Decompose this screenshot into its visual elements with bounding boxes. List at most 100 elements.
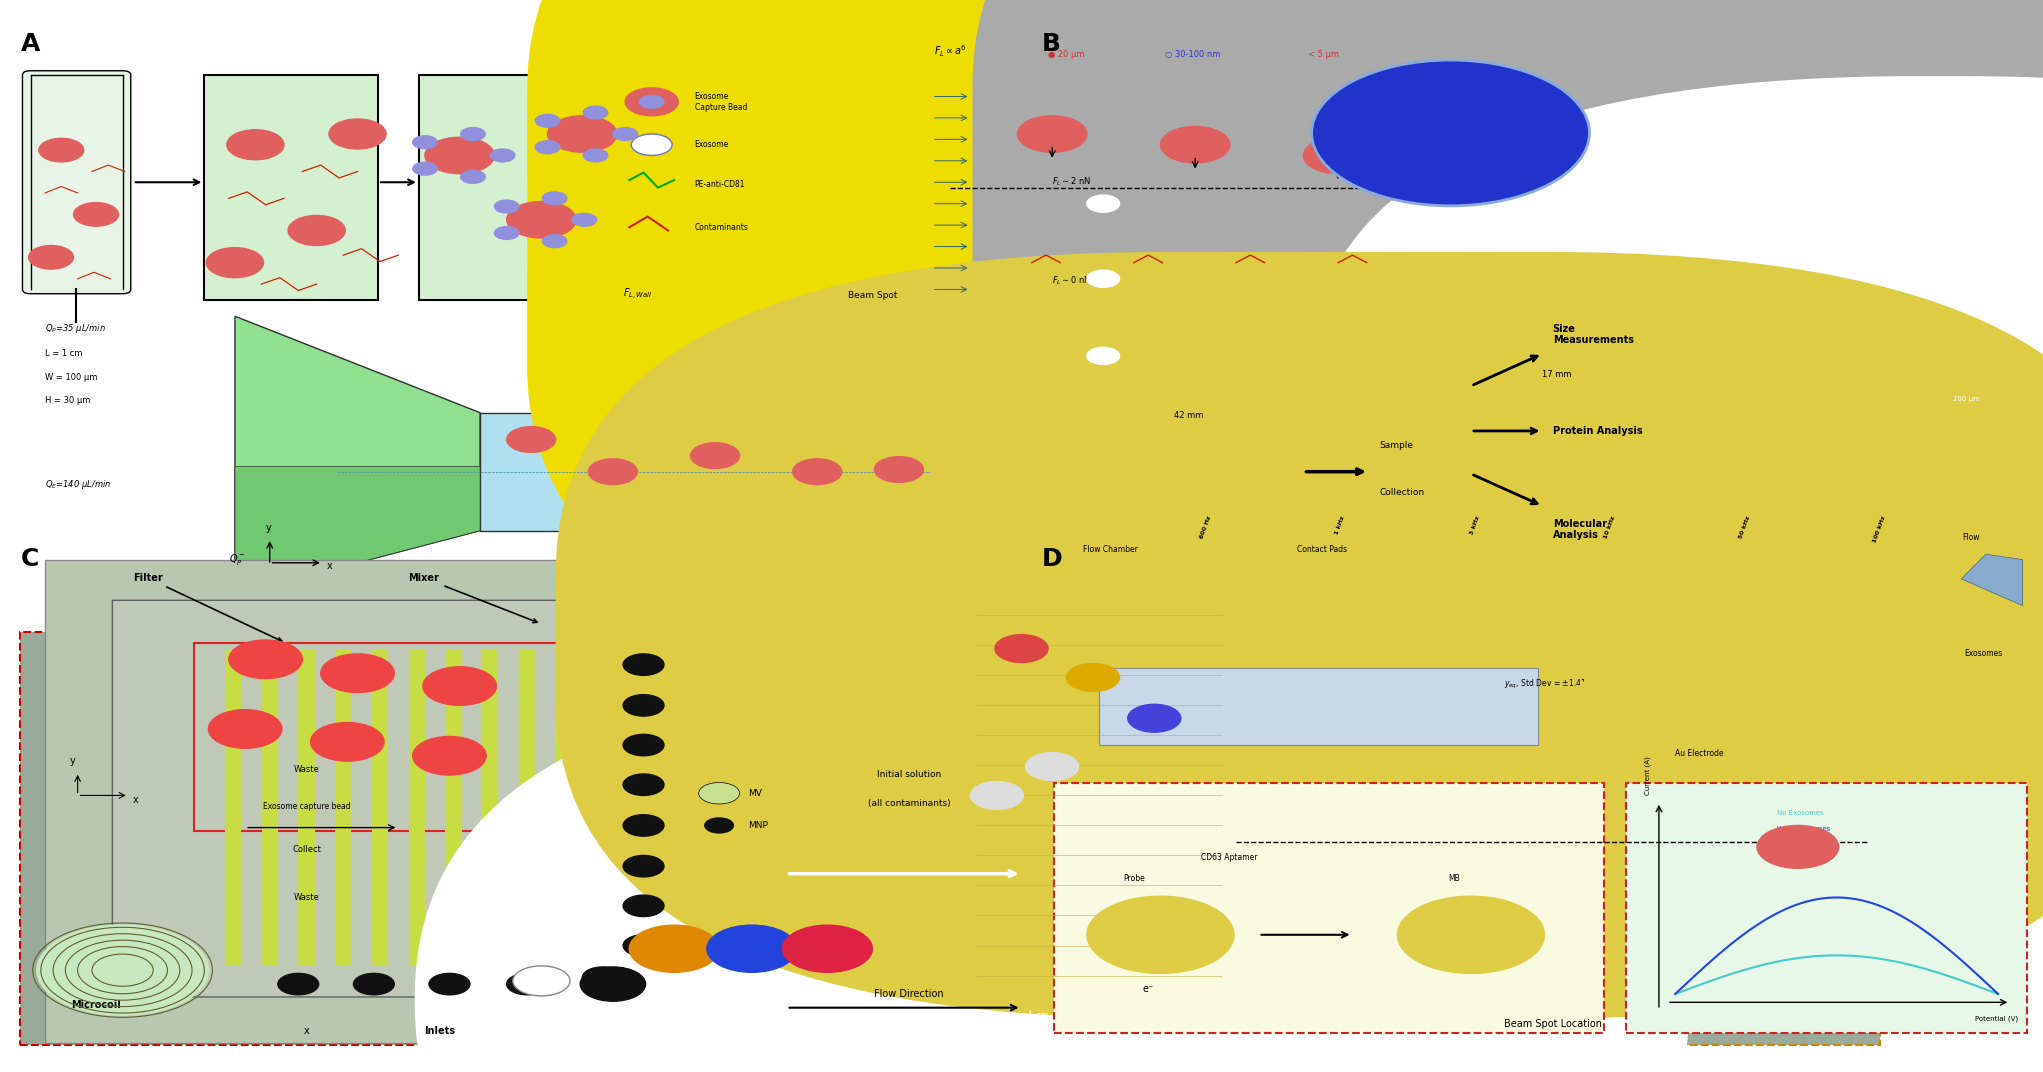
Text: Exosome: Exosome: [695, 140, 729, 149]
FancyBboxPatch shape: [409, 649, 425, 965]
Text: < 5 μm: < 5 μm: [1308, 50, 1338, 59]
Circle shape: [507, 202, 576, 238]
Text: B: B: [1042, 32, 1060, 56]
FancyBboxPatch shape: [883, 252, 2043, 1018]
Polygon shape: [112, 600, 889, 997]
Text: 600 Hz: 600 Hz: [1199, 516, 1211, 540]
Text: $Q_P^-$: $Q_P^-$: [229, 552, 245, 567]
Polygon shape: [480, 413, 960, 531]
Text: x: x: [327, 561, 333, 571]
Text: PE-anti-CD81: PE-anti-CD81: [695, 180, 746, 189]
Text: ● 20 μm: ● 20 μm: [1048, 50, 1085, 59]
Text: $Q_E$=140 μL/min: $Q_E$=140 μL/min: [45, 478, 110, 491]
FancyBboxPatch shape: [1451, 464, 1500, 512]
Text: Flow Chamber: Flow Chamber: [1083, 545, 1138, 553]
Circle shape: [623, 895, 664, 917]
FancyBboxPatch shape: [780, 0, 2043, 485]
Text: x: x: [304, 1027, 308, 1037]
Circle shape: [425, 137, 494, 174]
Text: C: C: [20, 547, 39, 570]
FancyBboxPatch shape: [527, 0, 2043, 563]
Circle shape: [206, 248, 264, 278]
FancyBboxPatch shape: [1160, 416, 2027, 522]
Circle shape: [1026, 753, 1079, 780]
Text: 1 cm: 1 cm: [1028, 1011, 1048, 1021]
Text: CD63 Aptamer: CD63 Aptamer: [1201, 852, 1258, 862]
FancyBboxPatch shape: [556, 252, 1833, 1018]
Circle shape: [535, 115, 560, 128]
Text: $F_L \propto a^6$: $F_L \propto a^6$: [934, 43, 966, 59]
Circle shape: [507, 427, 556, 452]
FancyBboxPatch shape: [415, 675, 1690, 1072]
FancyBboxPatch shape: [1050, 0, 2043, 710]
Text: Exosomes: Exosomes: [1963, 650, 2002, 658]
FancyBboxPatch shape: [482, 649, 498, 965]
Text: y: y: [69, 757, 76, 766]
Polygon shape: [235, 466, 480, 595]
Circle shape: [208, 710, 282, 748]
FancyBboxPatch shape: [445, 649, 462, 965]
Text: $Q_P$=35 μL/min: $Q_P$=35 μL/min: [45, 322, 106, 334]
FancyBboxPatch shape: [1062, 59, 1542, 413]
FancyBboxPatch shape: [1054, 552, 2027, 765]
Circle shape: [1312, 60, 1589, 206]
Circle shape: [541, 192, 566, 205]
FancyBboxPatch shape: [637, 252, 1914, 1018]
Text: Exosome capture bead: Exosome capture bead: [264, 802, 349, 812]
Text: A: A: [20, 32, 39, 56]
Text: y: y: [266, 523, 272, 533]
Circle shape: [572, 213, 597, 226]
Text: MB: MB: [1448, 874, 1461, 883]
Circle shape: [1397, 896, 1545, 973]
Text: Molecular
Analysis: Molecular Analysis: [1553, 519, 1606, 540]
Text: $F_{L,Wall}$: $F_{L,Wall}$: [623, 287, 652, 302]
FancyBboxPatch shape: [204, 75, 378, 300]
Circle shape: [623, 695, 664, 716]
Circle shape: [705, 818, 733, 833]
Text: MNP: MNP: [748, 821, 768, 830]
FancyBboxPatch shape: [1181, 464, 1230, 512]
Circle shape: [460, 128, 484, 140]
Text: Waste: Waste: [294, 893, 319, 903]
Circle shape: [413, 136, 437, 149]
Circle shape: [29, 245, 74, 269]
FancyBboxPatch shape: [1099, 668, 1538, 745]
Circle shape: [623, 654, 664, 675]
Text: e⁻: e⁻: [1142, 984, 1154, 994]
Polygon shape: [1263, 708, 1487, 954]
Circle shape: [970, 781, 1024, 809]
Text: 42 mm: 42 mm: [1175, 411, 1203, 420]
Circle shape: [1087, 347, 1120, 364]
Circle shape: [639, 95, 664, 108]
Text: Exosome
Capture Bead: Exosome Capture Bead: [695, 92, 748, 111]
Text: W = 100 μm: W = 100 μm: [45, 373, 98, 382]
Text: 100 kHz: 100 kHz: [1873, 516, 1886, 544]
Polygon shape: [1536, 708, 1761, 954]
FancyBboxPatch shape: [1720, 464, 1769, 512]
Text: Filter: Filter: [133, 574, 282, 641]
FancyBboxPatch shape: [527, 11, 2043, 686]
FancyBboxPatch shape: [1563, 64, 2023, 410]
Text: Mixer: Mixer: [409, 574, 537, 623]
Circle shape: [588, 459, 637, 485]
FancyBboxPatch shape: [556, 649, 572, 965]
Circle shape: [623, 815, 664, 836]
FancyBboxPatch shape: [1303, 76, 2043, 725]
FancyBboxPatch shape: [1837, 432, 1922, 516]
FancyBboxPatch shape: [972, 0, 2043, 710]
Text: Beam Spot Location: Beam Spot Location: [1504, 1019, 1602, 1029]
Text: (all contaminants): (all contaminants): [868, 799, 950, 808]
FancyBboxPatch shape: [735, 606, 752, 713]
FancyBboxPatch shape: [527, 0, 2043, 627]
Text: Initial solution: Initial solution: [876, 770, 942, 779]
Text: 1 kHz: 1 kHz: [1334, 516, 1346, 536]
FancyBboxPatch shape: [846, 606, 862, 713]
Circle shape: [625, 88, 678, 116]
Circle shape: [1303, 137, 1373, 174]
Circle shape: [623, 734, 664, 756]
Circle shape: [629, 925, 719, 972]
Text: 17 mm: 17 mm: [1542, 370, 1571, 379]
FancyBboxPatch shape: [22, 71, 131, 294]
Circle shape: [39, 138, 84, 162]
Circle shape: [782, 925, 872, 972]
